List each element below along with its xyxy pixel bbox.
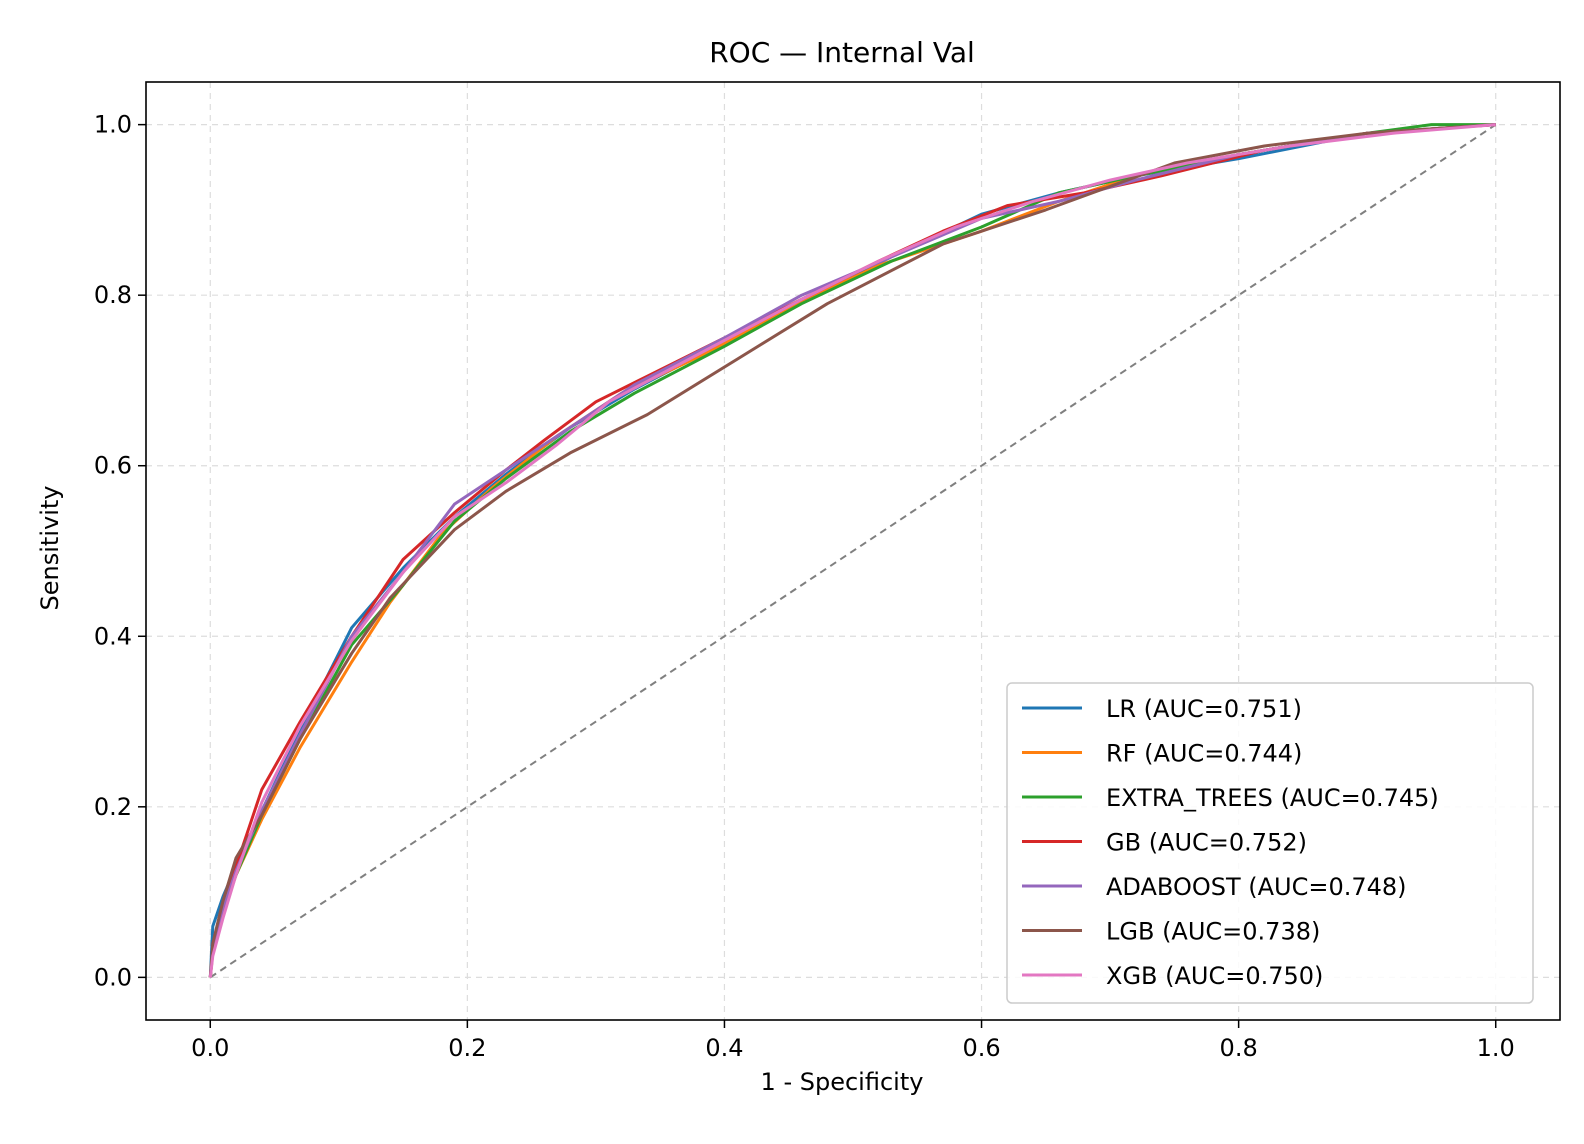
y-tick-label: 0.8 — [94, 281, 132, 309]
roc-curve-series-7 — [208, 123, 1496, 978]
roc-curve-series-3 — [208, 123, 1496, 978]
chart-title: ROC — Internal Val — [709, 36, 975, 69]
x-tick-label: 1.0 — [1477, 1034, 1515, 1062]
plot-area-frame — [145, 81, 1561, 1021]
x-tick-label: 0.0 — [191, 1034, 229, 1062]
roc-curves — [208, 123, 1496, 978]
x-axis-label: 1 - Specificity — [761, 1068, 924, 1096]
y-tick-label: 0.2 — [94, 793, 132, 821]
y-tick-label: 0.4 — [94, 622, 132, 650]
x-axis-ticks: 0.0 0.2 0.4 0.6 0.8 1.0 — [191, 1020, 1515, 1062]
legend-label: EXTRA_TREES (AUC=0.745) — [1106, 784, 1439, 812]
legend-box — [1006, 682, 1534, 1004]
grid-lines — [146, 82, 1560, 1020]
legend-label: RF (AUC=0.744) — [1106, 740, 1302, 768]
legend-label: GB (AUC=0.752) — [1106, 829, 1307, 857]
y-tick-label: 0.6 — [94, 452, 132, 480]
x-tick-label: 0.6 — [962, 1034, 1000, 1062]
legend-label: XGB (AUC=0.750) — [1106, 962, 1323, 990]
y-axis-ticks: 0.0 0.2 0.4 0.6 0.8 1.0 — [94, 111, 146, 991]
x-tick-label: 0.8 — [1220, 1034, 1258, 1062]
y-tick-label: 1.0 — [94, 111, 132, 139]
x-tick-label: 0.4 — [705, 1034, 743, 1062]
legend: LR (AUC=0.751) RF (AUC=0.744) EXTRA_TREES … — [1006, 682, 1534, 1004]
y-axis-label: Sensitivity — [36, 486, 64, 611]
y-tick-label: 0.0 — [94, 963, 132, 991]
legend-entries: LR (AUC=0.751) RF (AUC=0.744) EXTRA_TREES … — [1022, 695, 1439, 990]
legend-label: LGB (AUC=0.738) — [1106, 918, 1320, 946]
legend-label: ADABOOST (AUC=0.748) — [1106, 873, 1407, 901]
chance-reference-line — [209, 123, 1497, 979]
legend-label: LR (AUC=0.751) — [1106, 695, 1302, 723]
x-tick-label: 0.2 — [448, 1034, 486, 1062]
